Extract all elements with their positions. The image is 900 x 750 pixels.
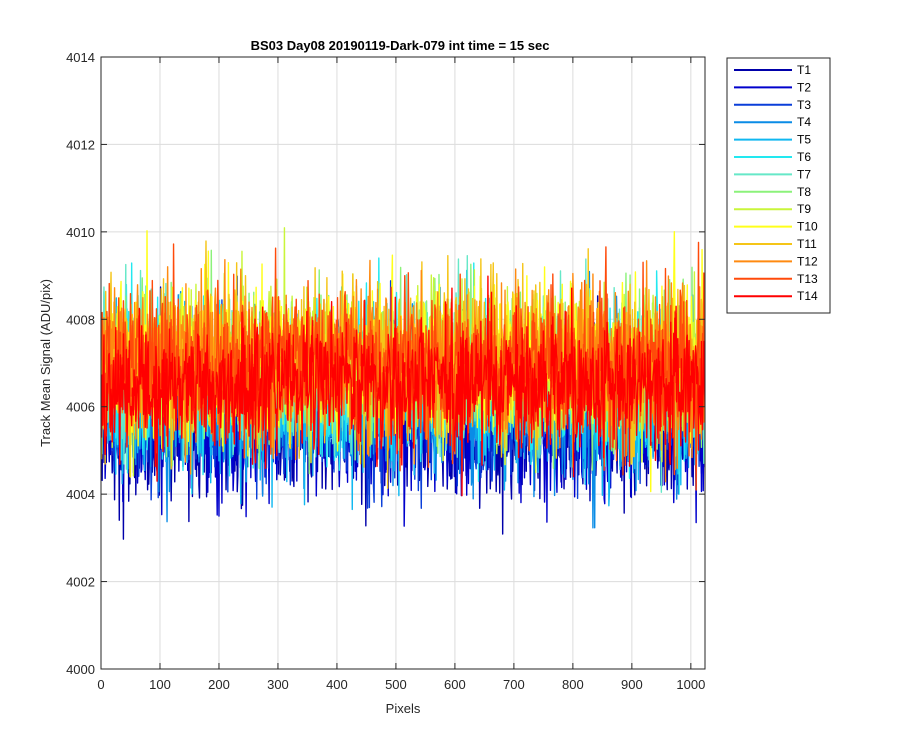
legend-label-t6: T6 <box>797 150 811 164</box>
chart-title: BS03 Day08 20190119-Dark-079 int time = … <box>251 38 550 53</box>
x-tick-label: 300 <box>267 677 289 692</box>
y-tick-label: 4002 <box>66 575 95 590</box>
y-tick-label: 4014 <box>66 50 95 65</box>
legend-label-t8: T8 <box>797 185 811 199</box>
y-tick-label: 4004 <box>66 487 95 502</box>
x-tick-label: 500 <box>385 677 407 692</box>
x-tick-label: 0 <box>97 677 104 692</box>
series-lines <box>101 227 705 540</box>
y-tick-label: 4008 <box>66 312 95 327</box>
legend-label-t1: T1 <box>797 63 811 77</box>
legend-label-t11: T11 <box>797 237 817 251</box>
x-tick-label: 400 <box>326 677 348 692</box>
axes-box <box>100 56 706 670</box>
x-tick-label: 600 <box>444 677 466 692</box>
legend-label-t12: T12 <box>797 254 818 268</box>
x-tick-label: 100 <box>149 677 171 692</box>
x-axis-label: Pixels <box>386 701 421 716</box>
x-tick-label: 1000 <box>676 677 705 692</box>
legend-label-t4: T4 <box>797 115 811 129</box>
y-axis: 4000 4002 4004 4006 4008 4010 4012 4014 <box>66 50 705 677</box>
y-tick-label: 4006 <box>66 400 95 415</box>
legend-label-t2: T2 <box>797 80 811 94</box>
legend-label-t3: T3 <box>797 98 811 112</box>
y-tick-label: 4012 <box>66 137 95 152</box>
legend-box <box>726 57 831 314</box>
y-tick-label: 4000 <box>66 662 95 677</box>
x-tick-label: 900 <box>621 677 643 692</box>
legend-label-t9: T9 <box>797 202 811 216</box>
x-tick-label: 700 <box>503 677 525 692</box>
y-tick-label: 4010 <box>66 225 95 240</box>
x-tick-label: 200 <box>208 677 230 692</box>
series-line-t14 <box>101 275 705 497</box>
legend-label-t13: T13 <box>797 272 818 286</box>
x-tick-label: 800 <box>562 677 584 692</box>
legend: T1 T2 T3 T4 T5 T6 T7 T8 T9 T10 T11 T12 T13 T14 <box>726 57 831 314</box>
legend-label-t14: T14 <box>797 289 818 303</box>
legend-label-t7: T7 <box>797 167 811 181</box>
x-axis: 0 100 200 300 400 500 600 700 800 900 1000 <box>97 57 705 692</box>
y-axis-label: Track Mean Signal (ADU/pix) <box>38 279 53 447</box>
legend-label-t10: T10 <box>797 220 818 234</box>
legend-label-t5: T5 <box>797 133 811 147</box>
